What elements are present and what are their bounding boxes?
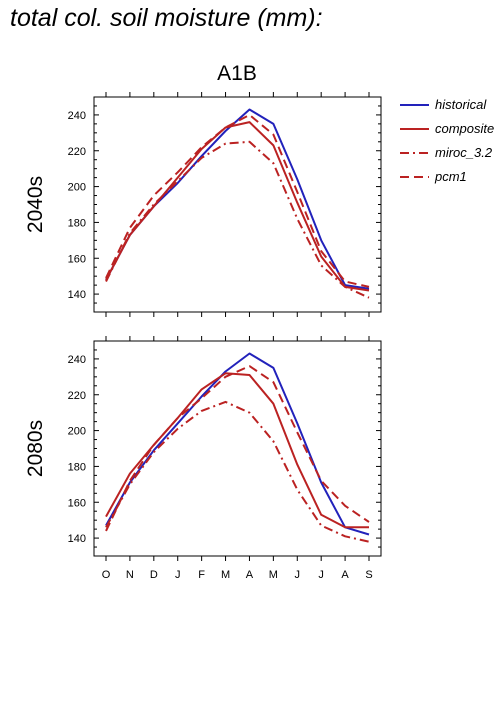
legend-label-historical: historical — [435, 97, 487, 112]
x-tick-label: M — [221, 569, 230, 581]
legend: historical composite miroc_3.2 pcm1 — [400, 97, 494, 184]
series-line-pcm1 — [105, 113, 370, 288]
series-line-pcm1 — [105, 365, 370, 532]
y-tick-label: 240 — [68, 354, 86, 366]
legend-label-miroc_3.2: miroc_3.2 — [435, 145, 493, 160]
series-line-historical — [105, 352, 370, 536]
legend-label-pcm1: pcm1 — [434, 169, 467, 184]
y-tick-label: 220 — [68, 390, 86, 402]
chart-panels: 140 160 180 200 220 240 2040s 140 160 180 200 220 24… — [24, 92, 382, 581]
chart-title: A1B — [217, 62, 257, 85]
x-tick-label: M — [269, 569, 278, 581]
y-tick-label: 160 — [68, 497, 86, 509]
panel-2040s: 140 160 180 200 220 240 2040s — [24, 92, 382, 317]
y-tick-label: 180 — [68, 217, 86, 229]
panel-label-2080s: 2080s — [24, 420, 47, 477]
x-tick-label: A — [246, 569, 254, 581]
y-tick-label: 180 — [68, 461, 86, 473]
x-tick-label: J — [295, 569, 301, 581]
series-line-composite — [105, 121, 370, 292]
x-tick-label: A — [341, 569, 349, 581]
y-tick-label: 200 — [68, 426, 86, 438]
series-line-miroc_3.2 — [105, 400, 370, 543]
y-tick-label: 240 — [68, 110, 86, 122]
panel-2080s: 140 160 180 200 220 240 2080s — [24, 336, 382, 561]
panel-label-2040s: 2040s — [24, 176, 47, 233]
y-tick-label: 220 — [68, 146, 86, 158]
x-tick-label: J — [318, 569, 324, 581]
x-tick-label: N — [126, 569, 134, 581]
y-tick-label: 200 — [68, 182, 86, 194]
y-tick-label: 160 — [68, 253, 86, 265]
series-line-composite — [105, 372, 369, 529]
x-tick-label: S — [365, 569, 372, 581]
series-line-miroc_3.2 — [105, 140, 370, 299]
page-title: total col. soil moisture (mm): — [10, 4, 323, 32]
x-tick-label: J — [175, 569, 181, 581]
y-tick-label: 140 — [68, 289, 86, 301]
legend-label-composite: composite — [435, 121, 494, 136]
x-tick-label: F — [198, 569, 205, 581]
x-tick-label: D — [150, 569, 158, 581]
y-tick-label: 140 — [68, 533, 86, 545]
plot-frame — [93, 96, 382, 313]
x-tick-label: O — [102, 569, 111, 581]
